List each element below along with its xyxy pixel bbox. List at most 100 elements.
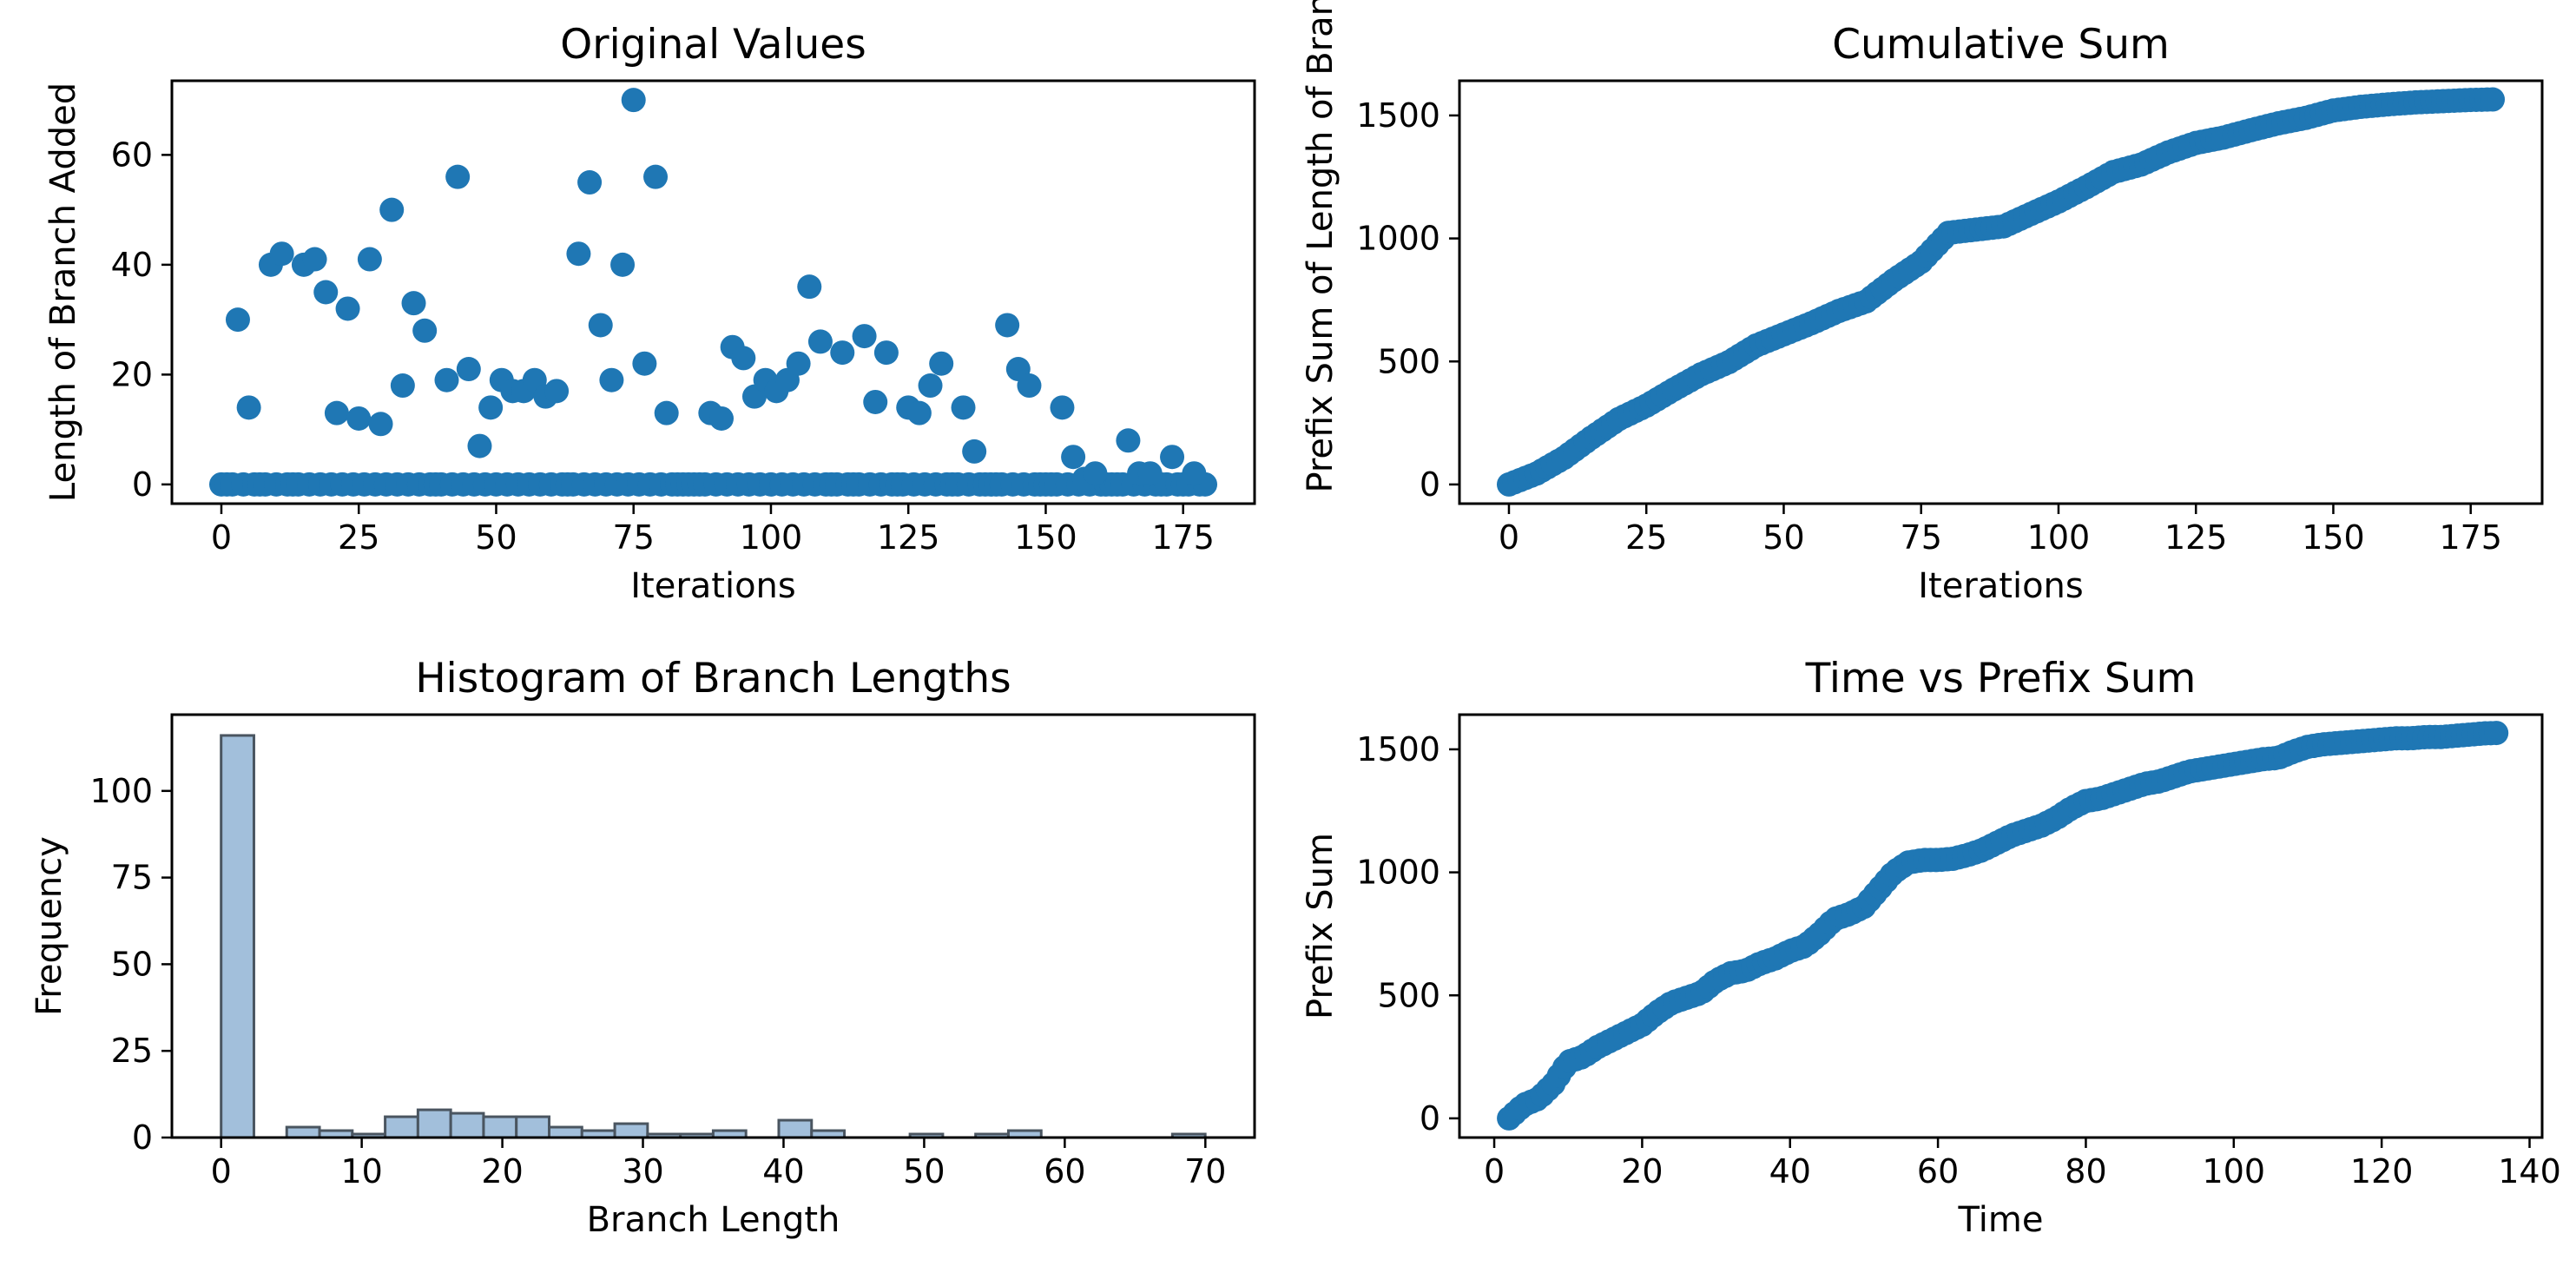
x-tick-label: 150	[2302, 518, 2365, 557]
scatter-point	[1137, 461, 1163, 486]
scatter-point	[863, 389, 888, 414]
histogram-bar	[416, 1108, 452, 1139]
histogram-bar	[613, 1122, 649, 1139]
scatter-point	[324, 400, 349, 425]
scatter-point	[588, 313, 613, 338]
y-tick-label: 0	[132, 465, 153, 504]
x-tick-label: 30	[622, 1152, 663, 1191]
y-tick-label: 20	[111, 355, 153, 393]
scatter-point	[807, 329, 833, 354]
scatter-point	[577, 170, 603, 195]
chart-cumsum: 0 25 50 75 100 125 150 175 0 500 1000 1500 Cumulativ…	[1301, 0, 2544, 606]
y-tick-label: 1500	[1356, 96, 1440, 135]
original-x-axis-label: Iterations	[630, 566, 796, 606]
x-tick-label: 40	[1769, 1152, 1811, 1191]
x-tick-label: 140	[2498, 1152, 2561, 1191]
scatter-point	[1116, 428, 1141, 453]
scatter-point	[962, 439, 987, 464]
cumsum-plot-area	[1496, 87, 2506, 497]
scatter-point	[313, 280, 339, 305]
y-tick-label: 60	[111, 135, 153, 174]
histogram-bar	[449, 1111, 485, 1139]
histogram-bar	[515, 1115, 551, 1139]
x-tick-label: 0	[211, 1152, 232, 1191]
chart-time: 0 20 40 60 80 100 120 140 0 500 1000 1500 Time vs Pr…	[1301, 655, 2561, 1240]
histogram-x-axis-label: Branch Length	[587, 1200, 840, 1240]
y-tick-label: 50	[111, 945, 153, 983]
y-tick-label: 500	[1377, 342, 1440, 380]
x-tick-label: 50	[1762, 518, 1804, 557]
scatter-point	[654, 400, 679, 425]
scatter-point	[1050, 395, 1075, 420]
scatter-point	[951, 395, 976, 420]
histogram-bar	[220, 734, 255, 1139]
scatter-point	[566, 241, 591, 267]
scatter-point	[918, 373, 943, 399]
scatter-point	[1182, 461, 1207, 486]
cumsum-axes-frame	[1458, 79, 2544, 505]
scatter-point	[797, 274, 822, 300]
scatter-point	[302, 247, 327, 272]
scatter-point	[2484, 721, 2509, 746]
scatter-point	[412, 318, 438, 343]
scatter-point	[401, 291, 426, 316]
x-tick-label: 125	[2164, 518, 2228, 557]
scatter-point	[786, 351, 811, 376]
time-axes-frame	[1458, 713, 2544, 1139]
scatter-point	[478, 395, 504, 420]
x-tick-label: 20	[481, 1152, 523, 1191]
scatter-point	[368, 412, 393, 437]
scatter-point	[346, 406, 372, 431]
histogram-bar	[548, 1125, 583, 1139]
scatter-point	[995, 313, 1020, 338]
scatter-point	[434, 367, 459, 392]
original-axes-frame	[170, 79, 1256, 505]
x-tick-label: 0	[211, 518, 232, 557]
scatter-point	[852, 324, 877, 349]
scatter-point	[357, 247, 382, 272]
original-title: Original Values	[560, 21, 866, 69]
scatter-point	[379, 197, 405, 222]
histogram-bar	[285, 1125, 321, 1139]
scatter-point	[1017, 373, 1042, 399]
y-tick-label: 1000	[1356, 220, 1440, 258]
scatter-point	[632, 351, 657, 376]
scatter-point	[599, 367, 624, 392]
scatter-point	[445, 164, 471, 189]
scatter-point	[1083, 461, 1108, 486]
x-tick-label: 25	[1625, 518, 1667, 557]
y-tick-label: 40	[111, 246, 153, 284]
scatter-point	[610, 252, 636, 277]
y-tick-label: 100	[89, 772, 153, 810]
histogram-bar	[777, 1118, 814, 1139]
scatter-point	[731, 346, 756, 371]
chart-original: 0 25 50 75 100 125 150 175 0 20 40 60 Original Value…	[43, 21, 1256, 606]
scatter-point	[1061, 445, 1086, 470]
cumsum-y-axis-label: Prefix Sum of Length of Branch Added	[1301, 0, 1341, 493]
y-tick-label: 500	[1377, 976, 1440, 1014]
x-tick-label: 120	[2350, 1152, 2414, 1191]
scatter-point	[1160, 445, 1185, 470]
time-plot-area	[1497, 721, 2509, 1131]
histogram-bar	[384, 1115, 419, 1139]
x-tick-label: 20	[1621, 1152, 1663, 1191]
x-tick-label: 80	[2065, 1152, 2106, 1191]
scatter-point	[456, 357, 481, 382]
scatter-point	[708, 406, 734, 431]
scatter-point	[643, 164, 669, 189]
x-tick-label: 60	[1917, 1152, 1959, 1191]
y-tick-label: 1500	[1356, 730, 1440, 768]
y-tick-label: 0	[1420, 465, 1440, 504]
x-tick-label: 100	[740, 518, 803, 557]
x-tick-label: 75	[1901, 518, 1942, 557]
scatter-point	[906, 400, 932, 425]
scatter-point	[269, 241, 294, 267]
x-tick-label: 60	[1044, 1152, 1085, 1191]
histogram-axes-frame	[170, 713, 1256, 1139]
scatter-point	[929, 351, 954, 376]
x-tick-label: 25	[338, 518, 379, 557]
scatter-point	[621, 88, 646, 113]
original-plot-area	[208, 88, 1218, 497]
scatter-point	[236, 395, 261, 420]
